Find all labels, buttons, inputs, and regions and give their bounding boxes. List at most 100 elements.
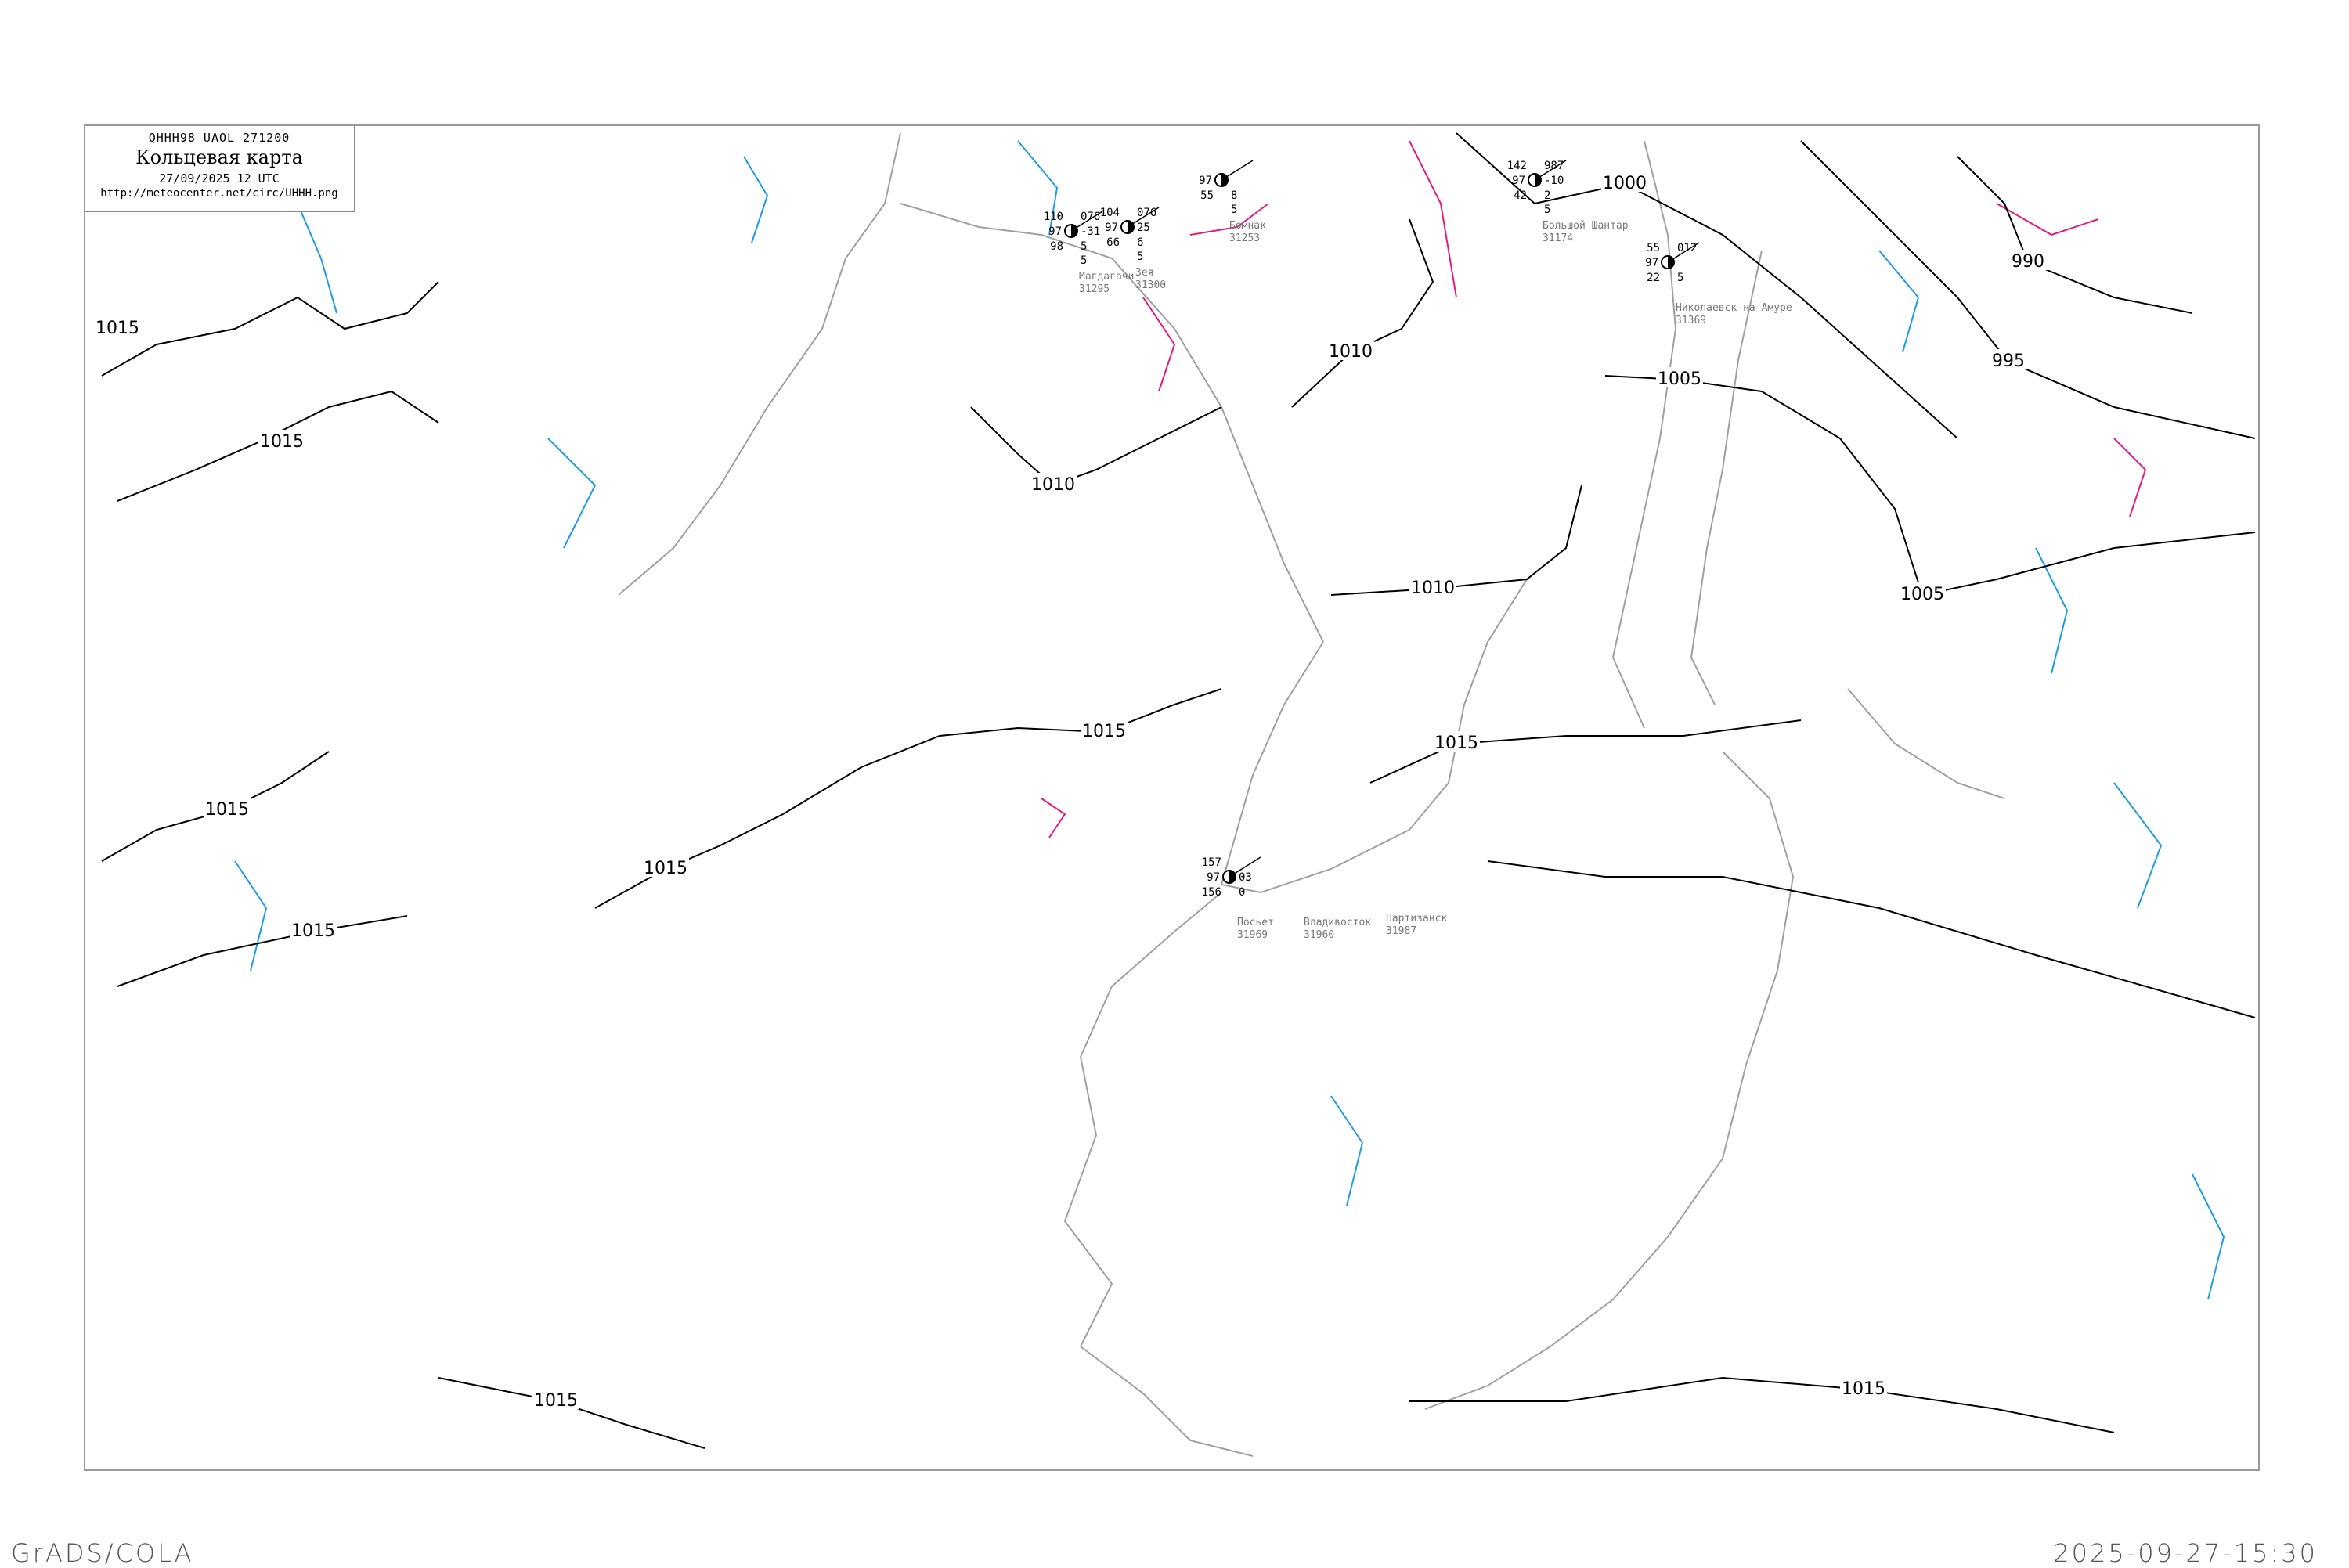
isobar-label: 1010 <box>1031 475 1075 495</box>
station-r3: 5 <box>1231 204 1237 216</box>
station-name: Посьет <box>1237 917 1274 928</box>
wind-barb-icon <box>1221 160 1254 181</box>
station-r3: 5 <box>1081 254 1087 267</box>
coastline <box>1220 579 1528 894</box>
cold-isallobar <box>2113 782 2163 909</box>
cold-isallobar <box>1878 250 1920 353</box>
isobar-label: 1010 <box>1329 342 1373 362</box>
station-bl: 98 <box>1050 240 1063 253</box>
station-name: Большой Шантар <box>1543 220 1629 232</box>
isobar <box>1291 218 1434 408</box>
isobar-label-bg <box>1081 719 1128 740</box>
station-tr: 012 <box>1677 242 1697 254</box>
station-tl: 110 <box>1044 211 1063 223</box>
isobar-label-bg <box>94 316 141 337</box>
isobar-label: 1015 <box>534 1391 578 1411</box>
isobar <box>1487 860 2256 1018</box>
isobar-label: 990 <box>2012 252 2044 272</box>
cold-isallobar <box>743 156 769 243</box>
coastline <box>618 132 901 596</box>
station-tr: 076 <box>1081 211 1100 223</box>
station-ml: 97 <box>1199 175 1212 187</box>
station-mr: 25 <box>1137 222 1150 234</box>
station-tr: 076 <box>1137 207 1156 219</box>
station-id: 31300 <box>1135 279 1166 291</box>
isobar-label-bg <box>1409 576 1456 597</box>
isobar <box>1604 375 2256 597</box>
cold-isallobar <box>297 203 337 314</box>
isobar-label: 1005 <box>1900 585 1944 604</box>
station-ml: 97 <box>1048 225 1062 238</box>
station-tl: 157 <box>1202 856 1221 869</box>
station-id: 31987 <box>1386 925 1416 937</box>
isobar <box>1456 132 1958 439</box>
isobar-label: 1015 <box>96 319 139 338</box>
station-name: Николаевск-на-Амуре <box>1676 302 1792 314</box>
wind-barb-icon <box>1229 856 1261 878</box>
map-title: Кольцевая карта <box>135 146 303 168</box>
isobar-label-bg <box>2004 250 2051 270</box>
station-id: 31295 <box>1079 283 1110 295</box>
isobar-label-bg <box>532 1389 579 1409</box>
station-mr: 03 <box>1239 871 1252 884</box>
isobar <box>117 915 408 987</box>
warm-isallobar <box>1409 140 1457 298</box>
cold-isallobar <box>1017 140 1059 236</box>
isobar-labels: 1015 1015 1015 1015 1015 1015 1010 1010 1010 1015… <box>94 171 2051 1411</box>
cold-isallobar <box>547 438 597 549</box>
station-bl: 22 <box>1647 272 1660 284</box>
cold-isallobar <box>2035 547 2069 674</box>
station-id: 31174 <box>1543 232 1573 244</box>
station-bl: 156 <box>1202 886 1221 899</box>
station-r3: 5 <box>1544 204 1550 216</box>
footer-software: GrADS/COLA <box>11 1538 194 1568</box>
station-name: Магдагачи <box>1079 271 1134 283</box>
isobar-label-bg <box>1899 582 1946 603</box>
isobar <box>1369 719 1802 784</box>
station-id: 31969 <box>1237 929 1268 941</box>
isobar-label-bg <box>642 856 689 877</box>
isobar-label: 1015 <box>644 859 687 878</box>
station-r2: 6 <box>1137 236 1143 249</box>
station-r2: 2 <box>1544 189 1550 202</box>
station-r2: 0 <box>1239 886 1245 899</box>
warm-isallobar <box>1142 297 1176 392</box>
warm-isallobar <box>1041 798 1066 838</box>
wind-barb-icon <box>1667 242 1700 263</box>
station-r2: 8 <box>1231 189 1237 202</box>
coastline <box>1690 250 1763 705</box>
isobar-label: 1005 <box>1658 369 1701 389</box>
isobar-label: 1015 <box>291 921 335 941</box>
isobar-label-bg <box>1327 340 1374 360</box>
station-id: 31369 <box>1676 315 1706 326</box>
coastline <box>1424 751 1795 1410</box>
station-ml: 97 <box>1105 222 1118 234</box>
isobar-label: 1015 <box>260 432 304 452</box>
map-url: http://meteocenter.net/circ/UHHH.png <box>100 187 338 200</box>
station-r2: 5 <box>1081 240 1087 253</box>
isobar-label: 1000 <box>1603 174 1647 193</box>
warm-isallobar <box>1189 203 1269 236</box>
station-bl: 66 <box>1106 236 1120 249</box>
station-id: 31960 <box>1304 929 1334 941</box>
isobar <box>117 390 439 502</box>
station-tl: 104 <box>1100 207 1120 219</box>
isobar-label-bg <box>1656 367 1703 387</box>
station-name: Партизанск <box>1386 913 1447 925</box>
cold-isallobar <box>2192 1173 2225 1300</box>
isobar-label-bg <box>204 798 251 818</box>
isobar-label-bg <box>290 919 337 939</box>
isobar-label: 1015 <box>205 800 249 820</box>
isobar <box>1409 1376 2115 1433</box>
wind-barb-icon <box>1534 160 1567 181</box>
isobar <box>438 1377 705 1449</box>
